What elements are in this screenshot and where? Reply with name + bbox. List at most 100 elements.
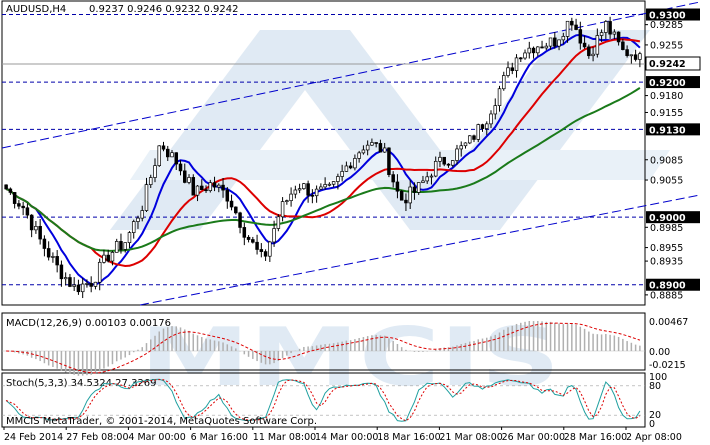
- level-label-bg: [646, 211, 700, 224]
- candle: [395, 174, 400, 199]
- candle: [361, 145, 366, 155]
- candle: [187, 174, 191, 185]
- candle: [208, 179, 213, 193]
- candle: [106, 249, 110, 263]
- candle: [259, 243, 264, 258]
- candle: [310, 189, 315, 204]
- chart-ohlc-values: 0.9237 0.9246 0.9232 0.9242: [89, 4, 239, 15]
- candle: [234, 206, 238, 215]
- candle: [225, 187, 230, 209]
- candle: [268, 240, 272, 262]
- candle: [374, 142, 378, 148]
- copyright-footer: MMCIS MetaTrader, © 2001-2014, MetaQuote…: [6, 416, 317, 427]
- candle: [365, 140, 370, 156]
- candle: [353, 154, 357, 171]
- candle: [251, 236, 255, 244]
- stoch-panel[interactable]: [1, 372, 646, 428]
- candle: [327, 182, 332, 187]
- candle: [476, 123, 480, 143]
- candle: [574, 18, 578, 31]
- candle: [544, 42, 549, 51]
- candle: [370, 138, 374, 146]
- candle: [408, 180, 412, 210]
- candle: [157, 145, 161, 167]
- candle: [344, 161, 349, 172]
- candle: [42, 235, 47, 257]
- candle: [391, 171, 395, 188]
- candle: [523, 49, 527, 60]
- macd-tick-top: 0.00467: [649, 317, 688, 328]
- candle: [293, 185, 298, 199]
- price-tick-label: 0.8955: [650, 243, 683, 254]
- stoch-tick-80: 80: [649, 381, 661, 392]
- candle: [561, 32, 566, 45]
- candle: [429, 173, 434, 185]
- candle: [276, 214, 281, 232]
- time-tick-label: 27 Feb 08:00: [66, 432, 128, 443]
- candle: [629, 54, 634, 64]
- candle: [625, 45, 629, 58]
- candle: [178, 160, 183, 176]
- candle: [17, 200, 21, 210]
- candle: [331, 181, 336, 188]
- candle: [289, 187, 293, 207]
- candle: [38, 219, 42, 245]
- time-tick-label: 18 Mar 16:00: [377, 432, 440, 443]
- candle: [72, 277, 76, 291]
- macd-indicator: [2, 321, 645, 376]
- candle: [506, 61, 510, 78]
- ma-slow-line: [5, 87, 641, 252]
- stochastic-indicator: [2, 378, 645, 422]
- candle: [161, 141, 166, 152]
- candle: [297, 183, 302, 194]
- price-tick-label: 0.9155: [650, 108, 683, 119]
- candle: [357, 150, 361, 163]
- time-tick-label: 28 Mar 16:00: [564, 432, 627, 443]
- macd-label: MACD(12,26,9) 0.00103 0.00176: [6, 318, 171, 329]
- time-tick-label: 14 Mar 00:00: [315, 432, 378, 443]
- candle: [85, 279, 89, 288]
- candle: [123, 242, 127, 253]
- candle: [166, 145, 170, 161]
- price-tick-label: 0.9055: [650, 176, 683, 187]
- candle: [378, 139, 383, 153]
- price-tick-label: 0.9180: [650, 91, 683, 102]
- support-resistance-levels: [2, 14, 645, 286]
- candle: [604, 20, 608, 39]
- stoch-main-line: [5, 378, 641, 422]
- candle: [527, 41, 532, 59]
- level-label: 0.9130: [649, 125, 686, 136]
- level-label-bg: [646, 8, 700, 21]
- price-tick-label: 0.9255: [650, 40, 683, 51]
- candle: [285, 199, 289, 205]
- candle: [323, 177, 327, 190]
- price-tick-label: 0.9085: [650, 155, 683, 166]
- candle: [595, 28, 600, 58]
- current-price-marker: 0.9242: [645, 56, 701, 71]
- candle: [200, 179, 204, 191]
- candle: [548, 37, 553, 50]
- candle: [387, 147, 391, 178]
- candle: [493, 98, 498, 120]
- candle: [51, 252, 55, 263]
- candle: [510, 62, 515, 75]
- candle: [80, 277, 85, 299]
- candle: [314, 185, 319, 203]
- candle: [455, 144, 459, 165]
- candle: [599, 29, 604, 42]
- price-panel[interactable]: [1, 0, 646, 306]
- candle: [76, 279, 81, 295]
- candle: [319, 183, 323, 190]
- macd-panel[interactable]: [1, 312, 646, 371]
- candle: [238, 211, 242, 234]
- candle: [536, 46, 540, 57]
- candle: [136, 215, 140, 229]
- candle: [582, 35, 587, 49]
- candle: [557, 39, 561, 51]
- macd-signal-line: [6, 322, 641, 374]
- candle: [55, 250, 59, 273]
- candle: [131, 219, 136, 239]
- candle: [633, 49, 638, 62]
- candle: [412, 182, 417, 200]
